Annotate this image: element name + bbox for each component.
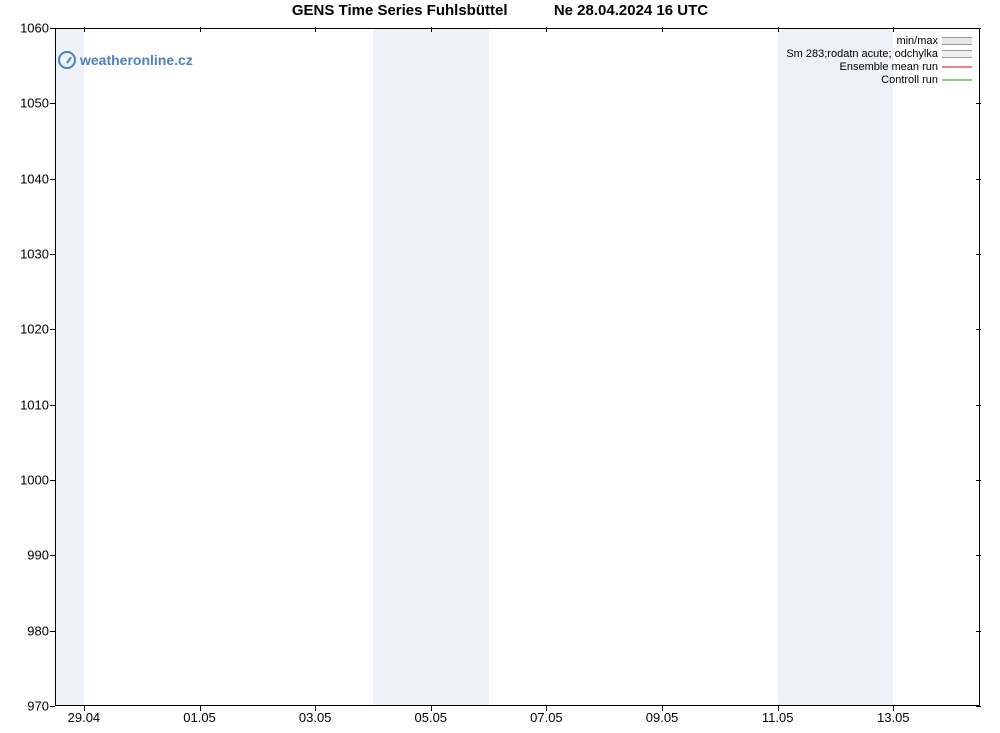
- y-tick-label: 990: [27, 548, 49, 563]
- x-tick-label: 13.05: [877, 710, 910, 725]
- y-tick-label: 1000: [20, 473, 49, 488]
- y-tick-label: 970: [27, 699, 49, 714]
- legend-label: Ensemble mean run: [840, 61, 938, 73]
- chart-container: GENS Time Series Fuhlsbüttel Ne 28.04.20…: [0, 0, 1000, 733]
- legend-item: Sm 283;rodatn acute; odchylka: [786, 47, 972, 60]
- x-tick-label: 11.05: [762, 710, 794, 725]
- y-tick-label: 1020: [20, 322, 49, 337]
- x-tick-label: 09.05: [646, 710, 679, 725]
- legend-item: min/max: [786, 34, 972, 47]
- x-tick-label: 05.05: [415, 710, 448, 725]
- weekend-band: [778, 28, 894, 706]
- y-tick-label: 1060: [20, 21, 49, 36]
- compass-icon: [58, 51, 76, 69]
- weekend-band: [373, 28, 489, 706]
- x-tick-label: 29.04: [68, 710, 101, 725]
- legend-item: Ensemble mean run: [786, 60, 972, 73]
- legend-swatch: [942, 50, 972, 58]
- title-right: Ne 28.04.2024 16 UTC: [554, 2, 708, 19]
- y-tick-label: 980: [27, 623, 49, 638]
- y-tick-label: 1010: [20, 397, 49, 412]
- y-tick-label: 1030: [20, 247, 49, 262]
- legend-label: Sm 283;rodatn acute; odchylka: [786, 48, 938, 60]
- legend-swatch: [942, 76, 972, 84]
- plot-area: 970980990100010101020103010401050106029.…: [55, 28, 980, 706]
- legend-swatch: [942, 63, 972, 71]
- legend-label: Controll run: [881, 74, 938, 86]
- weekend-band: [55, 28, 84, 706]
- legend-label: min/max: [896, 35, 938, 47]
- x-tick-label: 01.05: [183, 710, 216, 725]
- legend: min/maxSm 283;rodatn acute; odchylkaEnse…: [786, 34, 972, 86]
- x-tick-label: 03.05: [299, 710, 332, 725]
- watermark-text: weatheronline.cz: [80, 52, 193, 68]
- y-tick-label: 1040: [20, 171, 49, 186]
- y-tick-label: 1050: [20, 96, 49, 111]
- legend-item: Controll run: [786, 73, 972, 86]
- x-tick-label: 07.05: [530, 710, 563, 725]
- chart-title: GENS Time Series Fuhlsbüttel Ne 28.04.20…: [0, 2, 1000, 19]
- title-left: GENS Time Series Fuhlsbüttel: [292, 2, 508, 19]
- legend-swatch: [942, 37, 972, 45]
- watermark: weatheronline.cz: [58, 51, 193, 69]
